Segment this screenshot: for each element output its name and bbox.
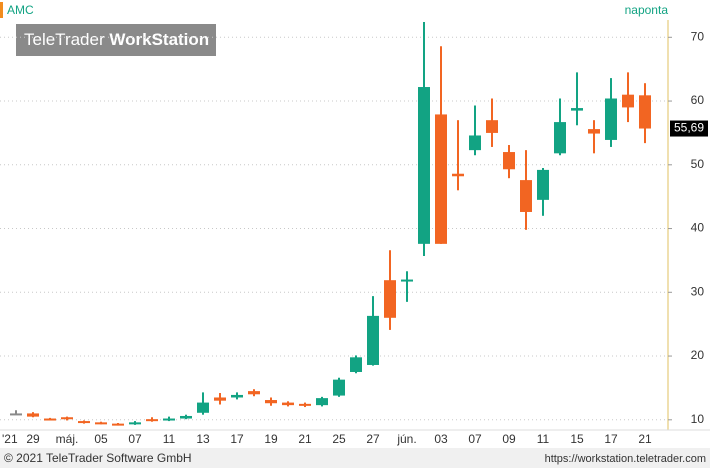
logo-product: WorkStation [109,30,209,49]
candle-body [622,94,634,108]
candle-body [418,87,430,244]
y-tick-label: 70 [691,29,705,43]
candle-body [129,422,141,425]
candle-body [197,402,209,413]
x-tick-label: 17 [604,432,618,446]
x-tick-label: 03 [434,432,448,446]
candle-body [27,413,39,417]
y-tick-label: 10 [691,412,705,426]
candle-body [401,279,413,282]
logo-box [16,24,216,56]
candle-body [520,180,532,212]
x-tick-label: 19 [264,432,278,446]
candle-body [503,152,515,170]
x-tick-label: 27 [366,432,380,446]
candle-body [537,169,549,200]
candle-body [180,415,192,419]
candle-body [44,418,56,421]
candle-body [112,423,124,426]
candle-body [571,108,583,111]
candle-body [299,403,311,406]
x-tick-label: 21 [298,432,312,446]
candle-body [95,422,107,425]
x-tick-label: 11 [163,432,176,446]
y-tick-label: 30 [691,284,705,298]
candle-body [248,391,260,395]
candle-body [588,129,600,134]
candle-body [146,419,158,422]
x-tick-label: 25 [332,432,346,446]
x-tick-label: jún. [396,432,416,446]
candle-body [265,400,277,404]
logo-text: TeleTrader WorkStation [24,30,209,49]
candle-body [384,280,396,318]
candle-body [163,418,175,421]
x-tick-label: 13 [196,432,210,446]
candle-body [282,402,294,406]
footer-bar [0,448,710,468]
candle-body [486,120,498,133]
x-tick-label: 07 [128,432,142,446]
x-tick-label: 09 [502,432,516,446]
y-tick-label: 60 [691,93,705,107]
logo-brand: TeleTrader [24,30,105,49]
candle-body [10,413,22,416]
x-tick-label: 15 [570,432,584,446]
last-price-label: 55,69 [674,121,704,135]
candle-body [639,95,651,129]
copyright: © 2021 TeleTrader Software GmbH [4,451,192,465]
candle-body [333,379,345,396]
candle-body [78,421,90,424]
x-tick-label: 29 [26,432,40,446]
x-tick-label: 11 [537,432,550,446]
x-tick-label: máj. [56,432,79,446]
candle-body [350,357,362,372]
symbol-marker [0,2,3,18]
candle-body [452,173,464,177]
interval-label: naponta [625,3,669,17]
x-tick-label: 17 [230,432,244,446]
candle-body [214,397,226,401]
year-label: '21 [2,432,18,446]
candle-body [605,98,617,140]
y-tick-label: 50 [691,157,705,171]
candle-body [316,398,328,406]
x-tick-label: 07 [468,432,482,446]
last-price-box [670,120,708,137]
candle-body [367,315,379,365]
url: https://workstation.teletrader.com [545,453,706,465]
candle-body [435,114,447,244]
candle-body [61,417,73,420]
x-tick-label: 21 [638,432,652,446]
candle-body [231,394,243,398]
x-tick-label: 05 [94,432,108,446]
y-tick-label: 40 [691,221,705,235]
candle-body [554,122,566,154]
candle-body [469,135,481,151]
y-tick-label: 20 [691,348,705,362]
chart-title: AMC [7,3,34,17]
